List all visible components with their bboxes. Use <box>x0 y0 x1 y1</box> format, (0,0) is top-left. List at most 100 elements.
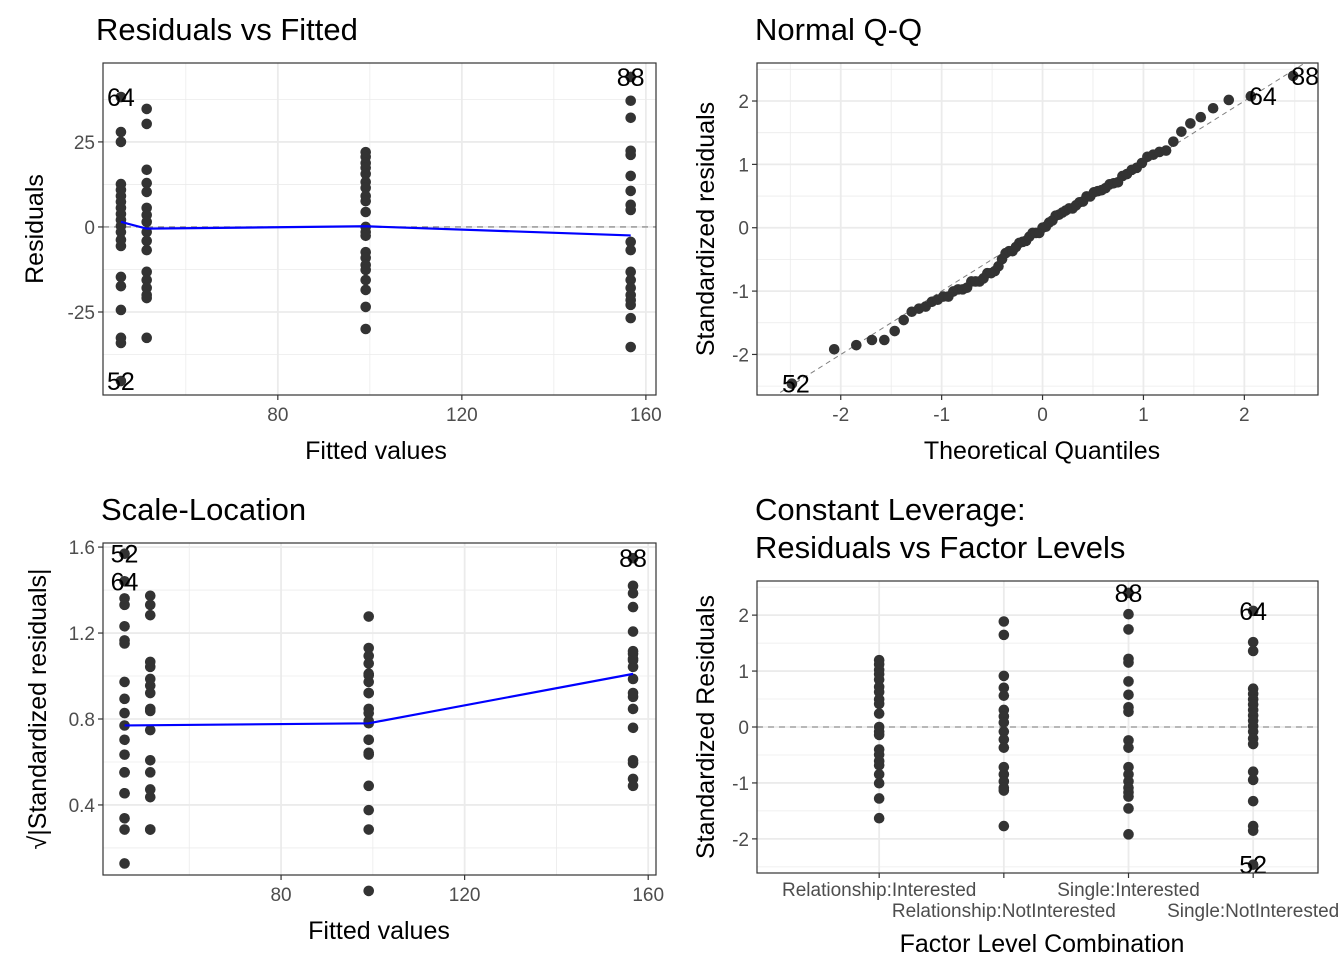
data-point <box>119 813 130 824</box>
data-point <box>998 690 1010 701</box>
data-point <box>998 726 1010 737</box>
data-point <box>1123 761 1134 773</box>
x-tick-label: Relationship:Interested <box>782 880 976 901</box>
y-tick-label: 1 <box>738 662 749 683</box>
data-point <box>144 656 156 668</box>
x-tick-label: Relationship:NotInterested <box>892 901 1116 922</box>
data-point <box>119 620 130 632</box>
data-point <box>998 785 1010 796</box>
data-point <box>1247 774 1259 786</box>
data-point <box>1207 102 1219 114</box>
x-tick-label: 160 <box>630 405 662 426</box>
data-point <box>625 170 636 182</box>
data-point <box>625 341 636 353</box>
data-point <box>119 767 130 778</box>
data-point <box>115 304 127 316</box>
x-tick-label: 2 <box>1239 405 1250 426</box>
data-point <box>1123 624 1134 635</box>
data-point <box>144 767 156 778</box>
chart-title: Scale-Location <box>101 492 306 527</box>
data-point <box>1123 742 1134 753</box>
data-point <box>889 325 901 337</box>
chart-title: Constant Leverage: <box>755 492 1026 527</box>
panel-1: -25 0 25 Residuals vs Fitted Fitted values Re… <box>21 12 662 465</box>
data-point <box>873 769 885 780</box>
data-point <box>879 334 890 346</box>
data-point <box>1247 766 1259 777</box>
data-point <box>144 724 156 736</box>
data-point <box>998 616 1010 627</box>
x-tick-label: 120 <box>446 405 478 426</box>
data-point <box>1123 706 1134 718</box>
y-tick-label: -1 <box>732 282 749 303</box>
panel-2: -2 -1 0 1 2 Normal Q-Q Theoretical Quantiles St… <box>692 12 1319 465</box>
data-point <box>627 580 639 592</box>
x-tick-label: 160 <box>632 885 664 906</box>
panel-border <box>102 62 657 396</box>
data-point <box>119 548 130 560</box>
data-point <box>625 266 636 278</box>
data-point <box>360 264 371 276</box>
data-point <box>141 103 153 115</box>
y-tick-label: 0.4 <box>69 796 96 817</box>
panel-4: -2 -1 0 1 2 Constant Leverage:Residuals vs Fa… <box>692 492 1339 958</box>
point-label-52: 52 <box>111 541 139 569</box>
y-tick-label: 0.8 <box>69 710 95 731</box>
data-point <box>786 378 798 390</box>
point-label-88: 88 <box>619 545 647 573</box>
data-point <box>625 112 636 124</box>
data-point <box>1176 126 1187 137</box>
data-point <box>627 626 639 637</box>
data-point <box>1195 111 1207 123</box>
data-point <box>119 575 130 587</box>
data-point <box>115 126 127 138</box>
point-label-88: 88 <box>1291 63 1319 91</box>
x-tick-label: 80 <box>267 405 288 426</box>
data-point <box>998 734 1010 745</box>
y-tick-label: -1 <box>732 774 749 795</box>
data-point <box>998 629 1010 641</box>
data-point <box>115 280 127 292</box>
data-point <box>1123 735 1134 746</box>
data-point <box>119 749 130 760</box>
data-point <box>627 645 639 657</box>
data-point <box>363 650 375 662</box>
data-point <box>360 274 371 286</box>
data-point <box>144 791 156 803</box>
data-point <box>360 323 371 335</box>
data-point <box>1247 645 1259 657</box>
data-point <box>141 186 153 198</box>
y-axis-label: Standardized Residuals <box>692 595 720 859</box>
data-point <box>627 661 639 673</box>
data-point <box>873 674 885 685</box>
chart-title: Normal Q-Q <box>755 12 922 47</box>
data-point <box>627 754 639 766</box>
data-point <box>363 749 375 760</box>
data-point <box>363 734 375 746</box>
data-point <box>363 824 375 835</box>
y-tick-label: 0 <box>84 218 95 239</box>
data-point <box>1123 803 1134 814</box>
panel-border <box>102 542 657 876</box>
data-point <box>625 236 636 248</box>
data-point <box>144 754 156 766</box>
data-point <box>115 375 127 387</box>
data-point <box>360 206 371 218</box>
data-point <box>828 343 840 355</box>
data-point <box>1247 636 1259 648</box>
data-point <box>625 95 636 107</box>
data-point <box>627 780 639 792</box>
data-point <box>119 707 130 719</box>
panel-background <box>103 543 656 875</box>
data-point <box>141 292 153 304</box>
panel-border <box>756 62 1319 396</box>
data-point <box>360 230 371 242</box>
y-tick-label: 1 <box>738 155 749 176</box>
data-point <box>1123 829 1134 840</box>
panel-border <box>756 580 1319 874</box>
data-point <box>627 601 639 613</box>
data-point <box>144 824 156 835</box>
data-point <box>1287 70 1299 82</box>
y-tick-label: 25 <box>74 133 95 154</box>
data-point <box>1247 859 1259 871</box>
